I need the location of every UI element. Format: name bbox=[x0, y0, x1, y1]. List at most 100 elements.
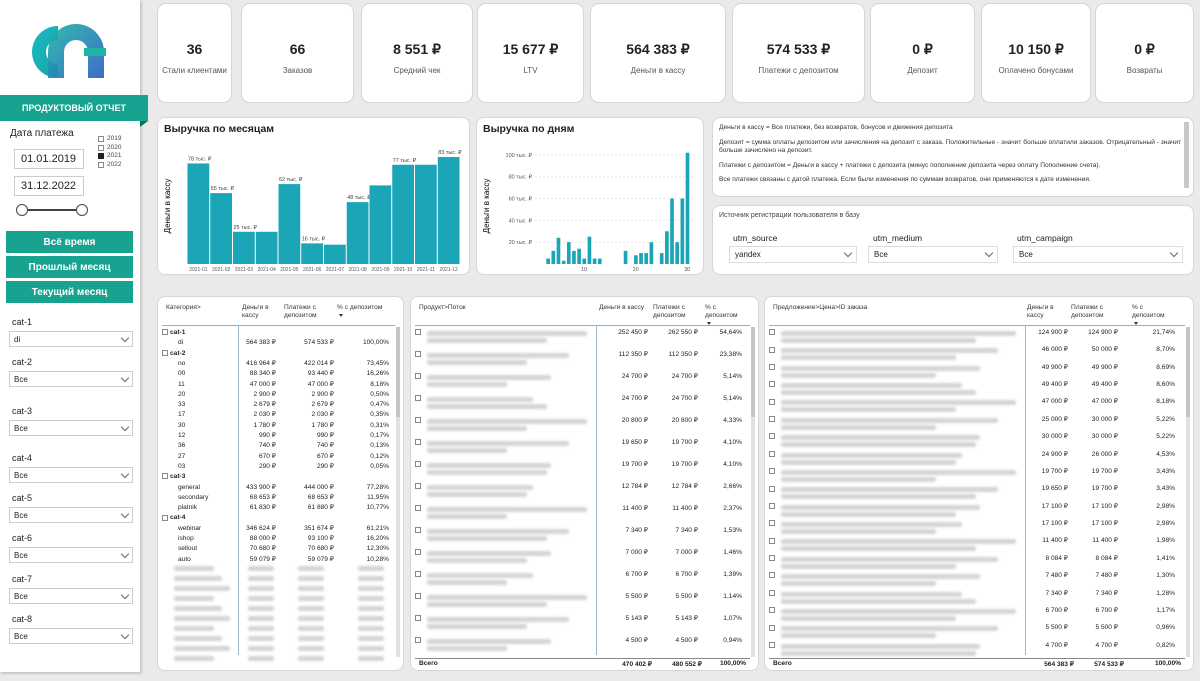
expand-icon[interactable] bbox=[415, 549, 421, 556]
filter-dropdown[interactable]: Все bbox=[9, 628, 133, 644]
table-group-row[interactable]: cat-4 bbox=[162, 513, 392, 523]
expand-icon[interactable] bbox=[415, 461, 421, 468]
expand-icon[interactable] bbox=[415, 637, 421, 644]
table-row[interactable]: 19 700 ₽ 19 700 ₽ 3,43% bbox=[769, 467, 1179, 477]
column-header[interactable]: Категория> bbox=[166, 304, 201, 311]
column-header[interactable]: Деньги в кассу bbox=[242, 304, 269, 319]
table-row[interactable]: 20 800 ₽ 20 800 ₽ 4,33% bbox=[415, 416, 746, 426]
table-row[interactable]: 00 88 340 ₽ 93 440 ₽ 16,26% bbox=[162, 369, 392, 379]
table-row[interactable]: 19 700 ₽ 19 700 ₽ 4,10% bbox=[415, 460, 746, 470]
expand-icon[interactable] bbox=[769, 433, 775, 440]
table-row[interactable]: general 433 900 ₽ 444 000 ₽ 77,28% bbox=[162, 483, 392, 493]
column-header[interactable]: % с депозитом bbox=[705, 304, 750, 328]
utm-medium-dropdown[interactable]: Все bbox=[868, 246, 998, 263]
table-row[interactable]: 19 650 ₽ 19 700 ₽ 4,10% bbox=[415, 438, 746, 448]
table-row[interactable]: 11 47 000 ₽ 47 000 ₽ 8,18% bbox=[162, 380, 392, 390]
table-row[interactable]: platnik 61 830 ₽ 61 880 ₽ 10,77% bbox=[162, 503, 392, 513]
expand-icon[interactable] bbox=[415, 329, 421, 336]
table-row[interactable]: 6 700 ₽ 6 700 ₽ 1,17% bbox=[769, 606, 1179, 616]
date-to-field[interactable]: 31.12.2022 bbox=[14, 176, 84, 196]
filter-dropdown[interactable]: Все bbox=[9, 420, 133, 436]
info-scrollbar[interactable] bbox=[1184, 122, 1189, 188]
table-row[interactable]: 20 2 900 ₽ 2 900 ₽ 0,50% bbox=[162, 390, 392, 400]
expand-icon[interactable] bbox=[415, 571, 421, 578]
expand-icon[interactable] bbox=[415, 373, 421, 380]
scroll-thumb[interactable] bbox=[396, 327, 400, 417]
filter-dropdown[interactable]: Все bbox=[9, 371, 133, 387]
bar[interactable] bbox=[597, 258, 602, 264]
scroll-thumb[interactable] bbox=[751, 327, 755, 417]
expand-icon[interactable] bbox=[769, 641, 775, 648]
bar[interactable] bbox=[649, 242, 654, 264]
expand-icon[interactable] bbox=[769, 624, 775, 631]
table-row[interactable]: 17 100 ₽ 17 100 ₽ 2,98% bbox=[769, 502, 1179, 512]
bar[interactable] bbox=[437, 157, 460, 264]
bar[interactable] bbox=[634, 255, 638, 264]
bar[interactable] bbox=[577, 248, 581, 264]
bar[interactable] bbox=[551, 250, 556, 264]
bar[interactable] bbox=[233, 231, 255, 264]
year-option[interactable]: 2019 bbox=[98, 135, 121, 144]
column-header[interactable]: Деньги в кассу bbox=[1027, 304, 1054, 319]
table-row[interactable]: auto 59 079 ₽ 59 079 ₽ 10,28% bbox=[162, 555, 392, 565]
bar[interactable] bbox=[670, 198, 674, 264]
table-row[interactable]: 124 900 ₽ 124 900 ₽ 21,74% bbox=[769, 328, 1179, 338]
bar[interactable] bbox=[582, 258, 587, 264]
slider-handle-end[interactable] bbox=[76, 204, 88, 216]
table-row[interactable]: no 416 964 ₽ 422 014 ₽ 73,45% bbox=[162, 359, 392, 369]
table-row[interactable]: 24 700 ₽ 24 700 ₽ 5,14% bbox=[415, 394, 746, 404]
date-from-field[interactable]: 01.01.2019 bbox=[14, 149, 84, 169]
column-header[interactable]: % с депозитом bbox=[337, 304, 392, 320]
expand-icon[interactable] bbox=[415, 483, 421, 490]
bar[interactable] bbox=[587, 236, 592, 264]
bar[interactable] bbox=[566, 242, 571, 264]
table-row[interactable]: 11 400 ₽ 11 400 ₽ 1,98% bbox=[769, 536, 1179, 546]
table-row[interactable]: sellout 70 680 ₽ 70 680 ₽ 12,30% bbox=[162, 544, 392, 554]
table-row[interactable]: 7 480 ₽ 7 480 ₽ 1,30% bbox=[769, 571, 1179, 581]
table-row[interactable]: 8 084 ₽ 8 084 ₽ 1,41% bbox=[769, 554, 1179, 564]
table-row[interactable]: 17 2 030 ₽ 2 030 ₽ 0,35% bbox=[162, 410, 392, 420]
column-header[interactable]: Платежи с депозитом bbox=[284, 304, 317, 319]
bar[interactable] bbox=[572, 250, 576, 264]
expand-icon[interactable] bbox=[415, 351, 421, 358]
column-header[interactable]: Продукт>Поток bbox=[419, 304, 466, 311]
filter-dropdown[interactable]: Все bbox=[9, 547, 133, 563]
year-option[interactable]: 2020 bbox=[98, 144, 121, 153]
expand-icon[interactable] bbox=[769, 537, 775, 544]
table-row[interactable]: 7 340 ₽ 7 340 ₽ 1,28% bbox=[769, 589, 1179, 599]
bar[interactable] bbox=[644, 253, 649, 264]
bar[interactable] bbox=[392, 164, 414, 264]
table-row[interactable]: 25 000 ₽ 30 000 ₽ 5,22% bbox=[769, 415, 1179, 425]
expand-icon[interactable] bbox=[769, 572, 775, 579]
table-scrollbar[interactable] bbox=[751, 327, 755, 657]
bar[interactable] bbox=[685, 152, 690, 264]
expand-icon[interactable] bbox=[769, 502, 775, 509]
table-row[interactable]: 49 400 ₽ 49 400 ₽ 8,60% bbox=[769, 380, 1179, 390]
utm-source-dropdown[interactable]: yandex bbox=[729, 246, 857, 263]
table-row[interactable]: 24 700 ₽ 24 700 ₽ 5,14% bbox=[415, 372, 746, 382]
expand-icon[interactable] bbox=[769, 607, 775, 614]
scroll-thumb[interactable] bbox=[1186, 327, 1190, 417]
bar[interactable] bbox=[210, 193, 232, 264]
expand-icon[interactable] bbox=[769, 468, 775, 475]
table-row[interactable]: 49 900 ₽ 49 900 ₽ 8,69% bbox=[769, 363, 1179, 373]
expand-icon[interactable] bbox=[415, 527, 421, 534]
table-row[interactable]: 12 990 ₽ 990 ₽ 0,17% bbox=[162, 431, 392, 441]
expand-icon[interactable] bbox=[769, 485, 775, 492]
year-option[interactable]: 2021 bbox=[98, 152, 121, 161]
table-row[interactable]: 5 500 ₽ 5 500 ₽ 0,96% bbox=[769, 623, 1179, 633]
column-header[interactable]: Предложение>Цена>ID заказа bbox=[773, 304, 868, 311]
column-header[interactable]: Платежи с депозитом bbox=[653, 304, 686, 319]
collapse-icon[interactable] bbox=[162, 514, 168, 521]
table-row[interactable]: secondary 68 653 ₽ 68 653 ₽ 11,95% bbox=[162, 493, 392, 503]
table-row[interactable]: 17 100 ₽ 17 100 ₽ 2,98% bbox=[769, 519, 1179, 529]
expand-icon[interactable] bbox=[769, 589, 775, 596]
expand-icon[interactable] bbox=[415, 505, 421, 512]
collapse-icon[interactable] bbox=[162, 473, 168, 480]
table-row[interactable]: 24 900 ₽ 26 000 ₽ 4,53% bbox=[769, 450, 1179, 460]
collapse-icon[interactable] bbox=[162, 329, 168, 336]
table-row[interactable]: 33 2 679 ₽ 2 679 ₽ 0,47% bbox=[162, 400, 392, 410]
bar[interactable] bbox=[255, 231, 278, 264]
bar[interactable] bbox=[369, 185, 392, 264]
table-row[interactable]: 4 500 ₽ 4 500 ₽ 0,94% bbox=[415, 636, 746, 646]
